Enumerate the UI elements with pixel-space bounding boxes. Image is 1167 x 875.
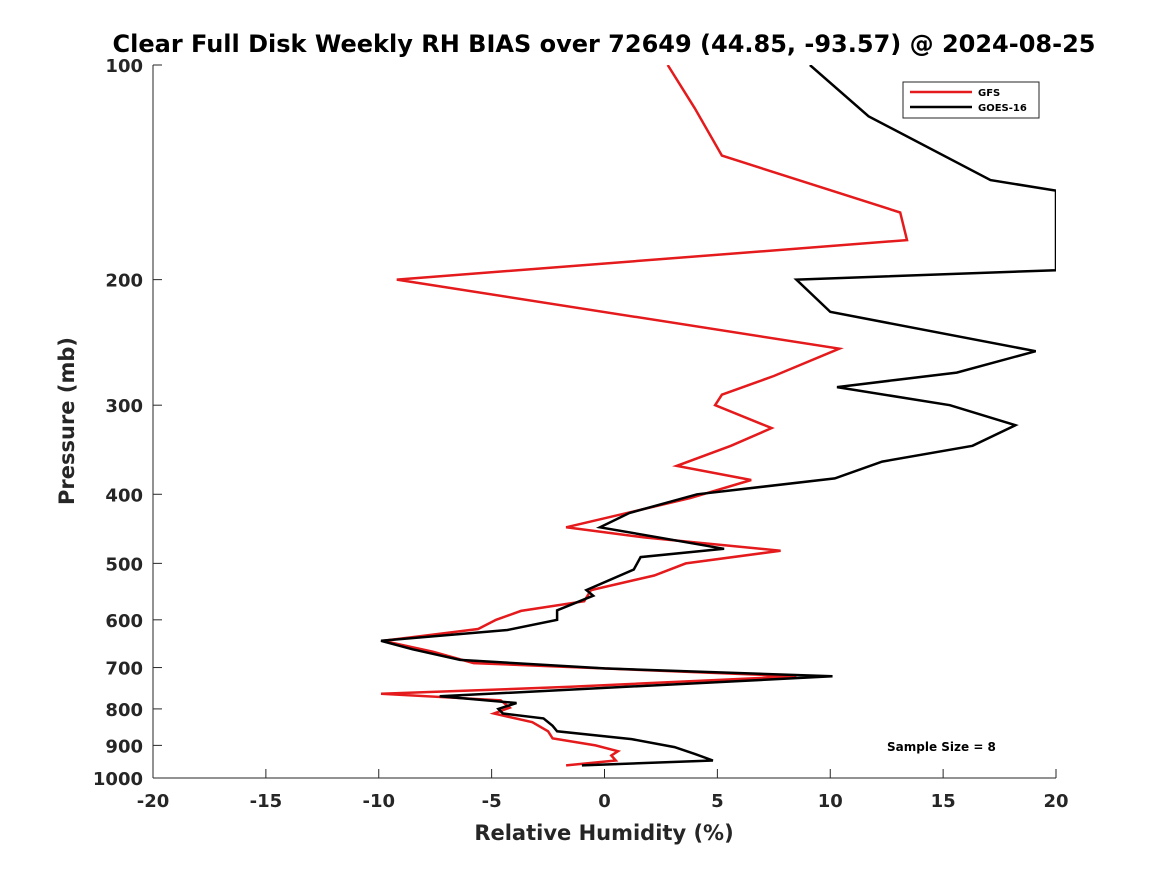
y-tick-label: 100 <box>105 56 143 77</box>
y-axis-label: Pressure (mb) <box>55 337 79 505</box>
y-tick-label: 600 <box>105 611 143 632</box>
series-line-goes-16 <box>380 65 1056 767</box>
x-tick-label: -5 <box>482 791 502 812</box>
x-tick-label: -15 <box>250 791 283 812</box>
x-tick-label: 5 <box>711 791 724 812</box>
y-tick-label: 300 <box>105 396 143 417</box>
legend-label-gfs: GFS <box>978 88 1000 99</box>
x-tick-label: -10 <box>362 791 395 812</box>
plot-area <box>153 65 1056 778</box>
y-tick-label: 1000 <box>93 769 143 790</box>
legend-label-goes-16: GOES-16 <box>978 103 1027 114</box>
legend: GFS GOES-16 <box>902 81 1040 119</box>
x-tick-label: -20 <box>137 791 170 812</box>
series-layer <box>380 65 1056 767</box>
x-tick-label: 0 <box>598 791 611 812</box>
x-axis-ticks: -20 -15 -10 -5 0 5 10 15 20 <box>137 769 1069 812</box>
x-axis-label: Relative Humidity (%) <box>474 821 733 845</box>
y-axis-ticks: 100 200 300 400 500 600 700 800 900 1000 <box>93 56 162 790</box>
y-tick-label: 500 <box>105 554 143 575</box>
y-tick-label: 800 <box>105 700 143 721</box>
x-tick-label: 10 <box>818 791 843 812</box>
series-line-gfs <box>380 65 909 767</box>
y-tick-label: 700 <box>105 659 143 680</box>
y-tick-label: 200 <box>105 271 143 292</box>
chart-title: Clear Full Disk Weekly RH BIAS over 7264… <box>113 30 1096 58</box>
sample-size-annotation: Sample Size = 8 <box>887 740 996 754</box>
y-tick-label: 400 <box>105 485 143 506</box>
x-tick-label: 20 <box>1043 791 1068 812</box>
y-tick-label: 900 <box>105 736 143 757</box>
x-tick-label: 15 <box>931 791 956 812</box>
legend-box <box>902 81 1040 119</box>
